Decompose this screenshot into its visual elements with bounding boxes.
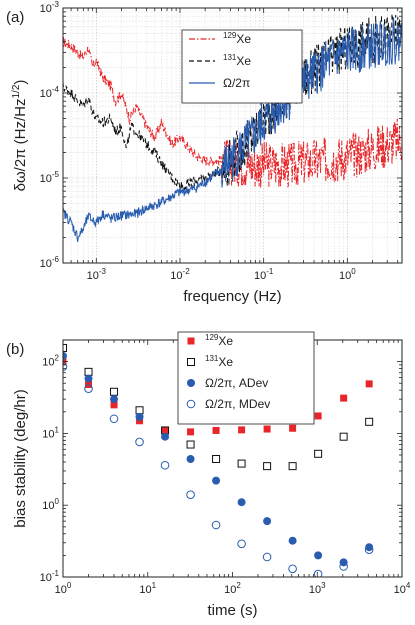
x-axis-label: frequency (Hz): [183, 288, 281, 305]
data-point-s1-6: [212, 455, 221, 464]
data-point-s0-4: [161, 426, 169, 434]
panel-label: (b): [6, 341, 24, 358]
x-tick-label-1: 10-2: [170, 267, 190, 282]
legend-label-0: 129Xe: [205, 333, 233, 348]
y-tick-label-2: 10-4: [40, 85, 60, 100]
data-point-s2-6: [212, 476, 221, 485]
legend-swatch-0: [187, 337, 195, 345]
y-tick-label-1: 10-5: [40, 170, 60, 185]
y-axis-label: δω/2π (Hz/Hz1/2): [11, 80, 29, 192]
data-point-s0-11: [340, 394, 348, 402]
legend-label-3: Ω/2π, MDev: [205, 397, 270, 411]
x-tick-label-2: 102: [224, 581, 241, 596]
legend-swatch-3: [186, 399, 196, 409]
x-tick-label-0: 10-3: [87, 267, 107, 282]
legend-box: [177, 331, 315, 425]
data-point-s1-8: [263, 462, 272, 471]
data-point-s2-12: [365, 543, 374, 552]
legend-swatch-1: [187, 358, 195, 366]
data-point-s3-7: [237, 539, 246, 549]
data-point-s3-2: [109, 414, 119, 424]
data-point-s1-5: [186, 440, 195, 449]
legend-label-0: 129Xe: [223, 31, 251, 46]
data-layer: [63, 343, 374, 577]
legend: 129Xe 131Xe Ω/2π: [181, 29, 303, 104]
data-point-s2-3: [135, 412, 144, 421]
series-line-2: [63, 17, 402, 242]
legend-label-2: Ω/2π: [223, 76, 250, 90]
data-point-s0-2: [110, 401, 118, 409]
x-tick-label-0: 100: [55, 581, 72, 596]
data-point-s3-1: [84, 384, 93, 393]
data-point-s2-0: [63, 351, 67, 360]
data-point-s2-10: [314, 551, 323, 560]
data-point-s3-6: [211, 520, 221, 530]
data-point-s3-12: [364, 545, 374, 555]
data-point-s0-9: [289, 424, 297, 432]
y-tick-label-0: 10-6: [40, 255, 60, 270]
data-point-s2-2: [110, 395, 119, 404]
y-tick-label-2: 101: [42, 425, 59, 440]
data-point-s2-4: [161, 432, 170, 441]
panel-a-frequency-spectrum: 10-3 10-2 10-1 100 10-6 10-5 10-4 10-3 frequency…: [6, 0, 403, 305]
ticks: [62, 7, 402, 264]
legend-label-2: Ω/2π, ADev: [205, 376, 268, 390]
data-layer: [63, 13, 402, 242]
data-point-s3-3: [135, 437, 144, 447]
data-point-s2-5: [186, 455, 195, 464]
data-point-s0-10: [314, 412, 322, 420]
data-point-s1-11: [339, 432, 348, 441]
x-tick-label-3: 100: [339, 267, 356, 282]
x-tick-label-2: 10-1: [254, 267, 274, 282]
data-point-s3-10: [313, 569, 323, 577]
data-point-s2-8: [263, 517, 272, 526]
y-tick-label-1: 100: [42, 497, 59, 512]
data-point-s1-12: [365, 417, 374, 426]
series-line-0: [63, 37, 402, 188]
data-point-s3-5: [186, 490, 195, 500]
data-point-s3-4: [160, 460, 170, 470]
legend-label-1: 131Xe: [205, 354, 233, 369]
data-point-s2-1: [84, 374, 93, 383]
x-tick-label-3: 103: [309, 581, 326, 596]
data-point-s0-8: [263, 425, 271, 433]
panel-label: (a): [6, 9, 24, 26]
x-axis-label: time (s): [208, 602, 258, 619]
y-tick-label-3: 10-3: [40, 0, 60, 15]
legend-swatch-2: [187, 379, 195, 387]
y-axis-label: bias stability (deg/hr): [12, 389, 29, 527]
axes-frame: [62, 7, 403, 264]
data-point-s2-7: [237, 498, 246, 507]
x-tick-label-1: 101: [139, 581, 156, 596]
data-point-s3-9: [288, 564, 297, 574]
data-point-s0-5: [187, 428, 195, 436]
data-point-s2-9: [288, 536, 297, 545]
data-point-s0-6: [212, 426, 220, 434]
data-point-s0-12: [365, 380, 373, 388]
legend: 129Xe 131Xe Ω/2π, ADev Ω/2π, MDev: [177, 331, 315, 425]
legend-label-1: 131Xe: [223, 53, 251, 68]
y-tick-label-0: 10-1: [40, 569, 60, 584]
data-point-s1-9: [288, 462, 297, 471]
data-point-s1-7: [237, 459, 246, 468]
data-point-s3-11: [339, 562, 348, 571]
data-point-s1-0: [63, 343, 67, 352]
x-tick-label-4: 104: [394, 581, 411, 596]
data-point-s3-8: [262, 552, 272, 562]
legend-box: [181, 29, 303, 104]
data-point-s0-7: [238, 426, 246, 434]
y-tick-label-3: 102: [42, 354, 59, 369]
data-point-s1-10: [314, 449, 323, 458]
